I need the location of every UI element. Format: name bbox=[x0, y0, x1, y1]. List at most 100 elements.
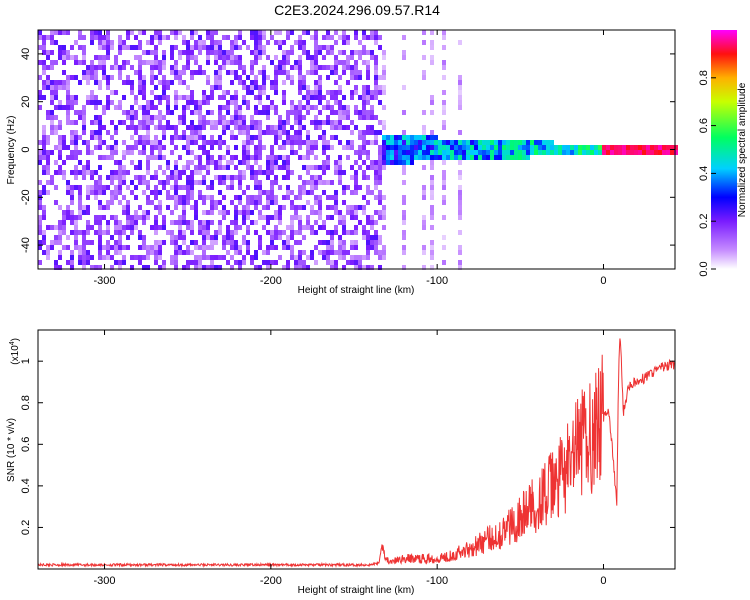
spectrogram-cell bbox=[154, 240, 158, 245]
spectrogram-cell bbox=[634, 150, 638, 155]
spectrogram-cell bbox=[182, 170, 186, 175]
spectrogram-cell bbox=[306, 145, 310, 150]
spectrogram-cell bbox=[326, 30, 330, 35]
spectrogram-cell bbox=[362, 170, 366, 175]
spectrogram-cell bbox=[110, 245, 114, 250]
spectrogram-cell bbox=[202, 235, 206, 240]
spectrogram-cell bbox=[82, 35, 86, 40]
spectrogram-cell bbox=[42, 185, 46, 190]
spectrogram-cell bbox=[246, 140, 250, 145]
spectrogram-cell bbox=[338, 160, 342, 165]
spectrogram-cell bbox=[214, 165, 218, 170]
spectrogram-cell bbox=[550, 140, 554, 145]
spectrogram-cell bbox=[138, 120, 142, 125]
spectrogram-cell bbox=[258, 40, 262, 45]
spectrogram-cell bbox=[218, 165, 222, 170]
spectrogram-cell bbox=[62, 145, 66, 150]
spectrogram-cell bbox=[186, 225, 190, 230]
spectrogram-cell bbox=[170, 110, 174, 115]
spectrogram-cell bbox=[326, 215, 330, 220]
spectrogram-cell bbox=[598, 145, 602, 150]
spectrogram-cell bbox=[134, 220, 138, 225]
spectrogram-cell bbox=[326, 65, 330, 70]
spectrogram-cell bbox=[458, 205, 462, 210]
spectrogram-cell bbox=[330, 120, 334, 125]
spectrogram-cell bbox=[98, 225, 102, 230]
spectrogram-cell bbox=[250, 175, 254, 180]
spectrogram-cell bbox=[74, 120, 78, 125]
spectrogram-cell bbox=[90, 255, 94, 260]
spectrogram-cell bbox=[110, 195, 114, 200]
spectrogram-cell bbox=[430, 225, 434, 230]
spectrogram-cell bbox=[58, 135, 62, 140]
spectrogram-cell bbox=[38, 45, 42, 50]
spectrogram-cell bbox=[270, 185, 274, 190]
spectrogram-cell bbox=[118, 245, 122, 250]
spectrogram-cell bbox=[110, 175, 114, 180]
spectrogram-cell bbox=[346, 210, 350, 215]
spectrogram-y-label: Frequency (Hz) bbox=[6, 116, 17, 185]
spectrogram-cell bbox=[250, 140, 254, 145]
spectrogram-cell bbox=[330, 135, 334, 140]
spectrogram-cell bbox=[118, 235, 122, 240]
spectrogram-cell bbox=[310, 185, 314, 190]
spectrogram-cell bbox=[202, 120, 206, 125]
spectrogram-cell bbox=[322, 145, 326, 150]
spectrogram-y-tick-label: 0 bbox=[20, 146, 32, 152]
spectrogram-cell bbox=[102, 185, 106, 190]
spectrogram-cell bbox=[254, 200, 258, 205]
spectrogram-cell bbox=[358, 145, 362, 150]
spectrogram-cell bbox=[126, 235, 130, 240]
spectrogram-cell bbox=[442, 110, 446, 115]
spectrogram-cell bbox=[350, 95, 354, 100]
spectrogram-cell bbox=[342, 240, 346, 245]
spectrogram-cell bbox=[182, 215, 186, 220]
spectrogram-cell bbox=[234, 70, 238, 75]
spectrogram-cell bbox=[218, 155, 222, 160]
spectrogram-cell bbox=[318, 195, 322, 200]
spectrogram-cell bbox=[174, 250, 178, 255]
spectrogram-cell bbox=[50, 240, 54, 245]
spectrogram-cell bbox=[422, 245, 426, 250]
spectrogram-cell bbox=[442, 195, 446, 200]
spectrogram-cell bbox=[42, 140, 46, 145]
spectrogram-cell bbox=[530, 140, 534, 145]
spectrogram-cell bbox=[50, 225, 54, 230]
spectrogram-cell bbox=[238, 65, 242, 70]
spectrogram-cell bbox=[78, 195, 82, 200]
spectrogram-cell bbox=[106, 240, 110, 245]
spectrogram-cell bbox=[82, 50, 86, 55]
spectrogram-cell bbox=[206, 255, 210, 260]
spectrogram-cell bbox=[238, 115, 242, 120]
spectrogram-cell bbox=[42, 150, 46, 155]
spectrogram-cell bbox=[302, 165, 306, 170]
spectrogram-cell bbox=[318, 225, 322, 230]
spectrogram-cell bbox=[218, 95, 222, 100]
spectrogram-cell bbox=[430, 255, 434, 260]
spectrogram-cell bbox=[102, 35, 106, 40]
spectrogram-cell bbox=[358, 135, 362, 140]
spectrogram-cell bbox=[194, 140, 198, 145]
spectrogram-cell bbox=[198, 245, 202, 250]
spectrogram-cell bbox=[66, 145, 70, 150]
spectrogram-cell bbox=[262, 70, 266, 75]
spectrogram-cell bbox=[154, 115, 158, 120]
spectrogram-cell bbox=[134, 45, 138, 50]
spectrogram-cell bbox=[154, 155, 158, 160]
spectrogram-cell bbox=[154, 175, 158, 180]
spectrogram-cell bbox=[334, 230, 338, 235]
spectrogram-cell bbox=[114, 90, 118, 95]
spectrogram-y-tick-label: -40 bbox=[20, 237, 32, 253]
spectrogram-cell bbox=[150, 90, 154, 95]
spectrogram-cell bbox=[230, 155, 234, 160]
spectrogram-cell bbox=[70, 105, 74, 110]
spectrogram-cell bbox=[358, 95, 362, 100]
spectrogram-cell bbox=[294, 215, 298, 220]
spectrogram-cell bbox=[186, 140, 190, 145]
spectrogram-cell bbox=[170, 80, 174, 85]
spectrogram-cell bbox=[582, 145, 586, 150]
spectrogram-cell bbox=[166, 190, 170, 195]
spectrogram-cell bbox=[366, 110, 370, 115]
spectrogram-cell bbox=[222, 50, 226, 55]
spectrogram-cell bbox=[242, 85, 246, 90]
